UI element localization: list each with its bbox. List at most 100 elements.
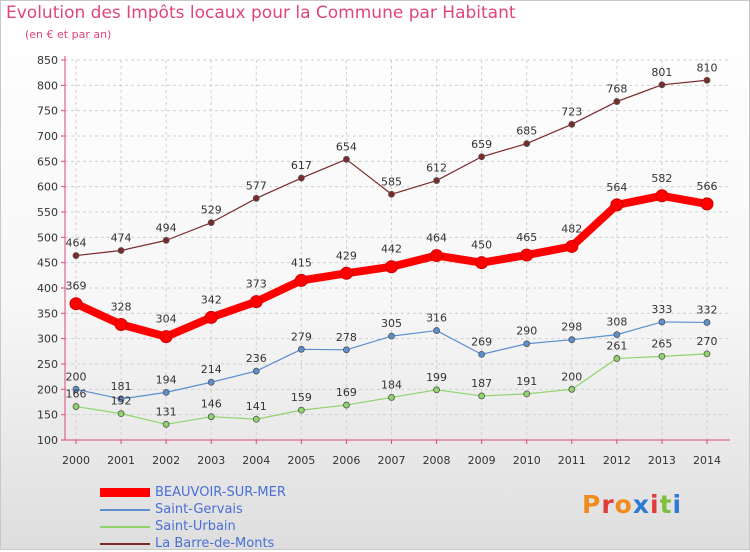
data-label: 200 bbox=[66, 370, 87, 383]
data-point bbox=[297, 345, 305, 353]
data-label: 342 bbox=[201, 293, 222, 306]
data-label: 617 bbox=[291, 159, 312, 172]
y-tick-label: 150 bbox=[37, 409, 58, 422]
data-point bbox=[520, 248, 534, 262]
x-tick-label: 2009 bbox=[468, 454, 496, 467]
data-point bbox=[523, 140, 531, 148]
data-point bbox=[117, 395, 125, 403]
data-point bbox=[297, 174, 305, 182]
data-label: 131 bbox=[156, 405, 177, 418]
data-label: 429 bbox=[336, 249, 357, 262]
data-point bbox=[478, 392, 486, 400]
data-label: 200 bbox=[561, 370, 582, 383]
x-tick-label: 2011 bbox=[558, 454, 586, 467]
data-label: 564 bbox=[606, 181, 627, 194]
data-label: 146 bbox=[201, 398, 222, 411]
data-point bbox=[343, 155, 350, 163]
legend-swatch bbox=[100, 488, 150, 497]
data-point bbox=[433, 327, 440, 334]
data-label: 304 bbox=[156, 313, 177, 326]
data-label: 577 bbox=[246, 179, 267, 192]
y-tick-label: 350 bbox=[37, 307, 58, 320]
x-tick-label: 2012 bbox=[603, 454, 631, 467]
data-point bbox=[159, 330, 173, 344]
data-label: 316 bbox=[426, 312, 447, 325]
data-label: 333 bbox=[651, 303, 672, 316]
data-label: 308 bbox=[606, 316, 627, 329]
data-point bbox=[204, 310, 218, 324]
logo-letter: t bbox=[659, 490, 673, 519]
legend-swatch bbox=[100, 543, 150, 545]
y-tick-label: 200 bbox=[37, 383, 58, 396]
data-label: 169 bbox=[336, 386, 357, 399]
y-tick-label: 300 bbox=[37, 333, 58, 346]
data-point bbox=[297, 406, 305, 414]
x-tick-label: 2008 bbox=[423, 454, 451, 467]
x-tick-label: 2007 bbox=[378, 454, 406, 467]
data-point bbox=[703, 350, 711, 358]
data-label: 801 bbox=[651, 66, 672, 79]
x-tick-label: 2005 bbox=[287, 454, 315, 467]
y-tick-label: 550 bbox=[37, 206, 58, 219]
x-tick-label: 2002 bbox=[152, 454, 180, 467]
data-label: 768 bbox=[606, 83, 627, 96]
data-point bbox=[69, 297, 83, 311]
logo-letter: o bbox=[614, 490, 633, 519]
y-tick-label: 650 bbox=[37, 155, 58, 168]
data-point bbox=[610, 198, 624, 212]
data-point bbox=[252, 415, 260, 423]
x-tick-label: 2003 bbox=[197, 454, 225, 467]
x-tick-label: 2013 bbox=[648, 454, 676, 467]
data-point bbox=[703, 76, 711, 84]
data-point bbox=[655, 189, 669, 203]
data-label: 415 bbox=[291, 256, 312, 269]
data-label: 166 bbox=[66, 388, 87, 401]
data-point bbox=[565, 239, 579, 253]
data-point bbox=[252, 367, 260, 375]
data-label: 332 bbox=[697, 303, 718, 316]
logo-letter: r bbox=[601, 490, 615, 519]
logo-letter: x bbox=[632, 490, 650, 519]
data-label: 442 bbox=[381, 243, 402, 256]
data-point bbox=[249, 295, 263, 309]
data-point bbox=[700, 197, 714, 211]
data-point bbox=[72, 252, 80, 259]
data-label: 184 bbox=[381, 378, 402, 391]
logo-letter: i bbox=[672, 490, 683, 519]
data-point bbox=[162, 236, 170, 244]
data-point bbox=[388, 332, 395, 340]
data-label: 290 bbox=[516, 325, 537, 338]
data-point bbox=[478, 153, 486, 161]
data-point bbox=[117, 410, 125, 418]
legend-label: La Barre-de-Monts bbox=[155, 536, 275, 551]
y-tick-label: 450 bbox=[37, 257, 58, 270]
data-point bbox=[388, 394, 395, 401]
data-point bbox=[385, 260, 398, 274]
data-point bbox=[568, 336, 576, 344]
data-point bbox=[568, 120, 576, 128]
data-label: 305 bbox=[381, 317, 402, 330]
data-label: 199 bbox=[426, 371, 447, 384]
x-tick-label: 2001 bbox=[107, 454, 135, 467]
data-point bbox=[658, 318, 666, 326]
y-tick-label: 250 bbox=[37, 358, 58, 371]
data-label: 582 bbox=[651, 172, 672, 185]
y-tick-label: 800 bbox=[37, 79, 58, 92]
data-point bbox=[339, 266, 353, 280]
data-point bbox=[613, 331, 621, 339]
data-point bbox=[388, 190, 395, 198]
data-point bbox=[343, 401, 350, 409]
data-point bbox=[117, 247, 125, 254]
y-tick-label: 850 bbox=[37, 54, 58, 67]
data-label: 181 bbox=[111, 380, 132, 393]
x-tick-label: 2006 bbox=[332, 454, 360, 467]
data-label: 270 bbox=[697, 335, 718, 348]
data-label: 261 bbox=[606, 339, 627, 352]
data-point bbox=[703, 319, 711, 326]
logo-letter: i bbox=[650, 490, 660, 519]
legend-swatch bbox=[100, 526, 150, 528]
data-label: 159 bbox=[291, 391, 312, 404]
x-tick-label: 2000 bbox=[62, 454, 90, 467]
data-point bbox=[162, 420, 170, 428]
logo-letter: P bbox=[582, 490, 602, 519]
